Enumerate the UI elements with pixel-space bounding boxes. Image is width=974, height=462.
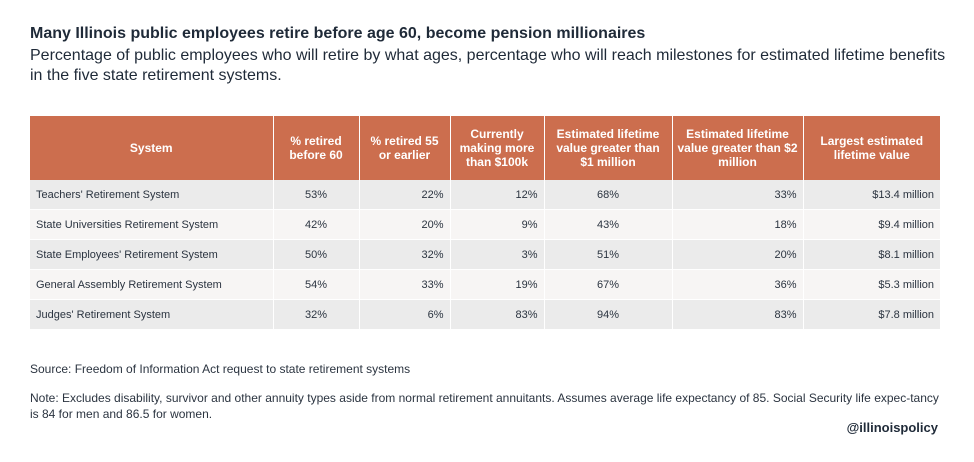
header-row: System % retired before 60 % retired 55 … bbox=[30, 116, 940, 180]
cell-value-over-1m: 94% bbox=[544, 299, 673, 330]
cell-retired-before-60: 32% bbox=[273, 299, 360, 330]
cell-largest-value: $9.4 million bbox=[803, 209, 940, 240]
cell-making-more-100k: 9% bbox=[450, 209, 545, 240]
header-value-over-1m: Estimated lifetime value greater than $1… bbox=[544, 116, 673, 180]
cell-largest-value: $5.3 million bbox=[803, 269, 940, 300]
cell-retired-before-60: 54% bbox=[273, 269, 360, 300]
footnote: Note: Excludes disability, survivor and … bbox=[30, 391, 939, 421]
table-row: General Assembly Retirement System 54% 3… bbox=[30, 269, 940, 300]
cell-largest-value: $13.4 million bbox=[803, 180, 940, 210]
cell-retired-55-or-earlier: 22% bbox=[359, 180, 451, 210]
cell-making-more-100k: 12% bbox=[450, 180, 545, 210]
cell-value-over-1m: 43% bbox=[544, 209, 673, 240]
source-note: Source: Freedom of Information Act reque… bbox=[30, 362, 411, 376]
chart-title: Many Illinois public employees retire be… bbox=[30, 25, 646, 42]
cell-value-over-1m: 67% bbox=[544, 269, 673, 300]
table-row: State Universities Retirement System 42%… bbox=[30, 209, 940, 240]
cell-largest-value: $8.1 million bbox=[803, 239, 940, 270]
table-row: Teachers' Retirement System 53% 22% 12% … bbox=[30, 180, 940, 210]
cell-largest-value: $7.8 million bbox=[803, 299, 940, 330]
table-row: Judges' Retirement System 32% 6% 83% 94%… bbox=[30, 299, 940, 330]
cell-value-over-1m: 68% bbox=[544, 180, 673, 210]
header-retired-55-or-earlier: % retired 55 or earlier bbox=[359, 116, 451, 180]
cell-retired-55-or-earlier: 6% bbox=[359, 299, 451, 330]
cell-system: Teachers' Retirement System bbox=[30, 180, 274, 210]
header-making-more-100k: Currently making more than $100k bbox=[450, 116, 545, 180]
cell-value-over-2m: 18% bbox=[672, 209, 804, 240]
cell-retired-before-60: 53% bbox=[273, 180, 360, 210]
cell-value-over-2m: 33% bbox=[672, 180, 804, 210]
header-largest-value: Largest estimated lifetime value bbox=[803, 116, 940, 180]
cell-making-more-100k: 3% bbox=[450, 239, 545, 270]
header-value-over-2m: Estimated lifetime value greater than $2… bbox=[672, 116, 804, 180]
table-row: State Employees' Retirement System 50% 3… bbox=[30, 239, 940, 270]
cell-making-more-100k: 19% bbox=[450, 269, 545, 300]
cell-value-over-2m: 20% bbox=[672, 239, 804, 270]
retirement-table: System % retired before 60 % retired 55 … bbox=[30, 116, 940, 330]
cell-system: Judges' Retirement System bbox=[30, 299, 274, 330]
header-retired-before-60: % retired before 60 bbox=[273, 116, 360, 180]
header-system: System bbox=[30, 116, 274, 180]
cell-retired-before-60: 42% bbox=[273, 209, 360, 240]
brand-handle: @illinoispolicy bbox=[846, 420, 938, 435]
cell-retired-55-or-earlier: 20% bbox=[359, 209, 451, 240]
cell-system: State Employees' Retirement System bbox=[30, 239, 274, 270]
cell-value-over-1m: 51% bbox=[544, 239, 673, 270]
chart-subtitle: Percentage of public employees who will … bbox=[30, 47, 946, 84]
cell-value-over-2m: 83% bbox=[672, 299, 804, 330]
cell-system: General Assembly Retirement System bbox=[30, 269, 274, 300]
cell-retired-before-60: 50% bbox=[273, 239, 360, 270]
cell-system: State Universities Retirement System bbox=[30, 209, 274, 240]
cell-value-over-2m: 36% bbox=[672, 269, 804, 300]
cell-making-more-100k: 83% bbox=[450, 299, 545, 330]
cell-retired-55-or-earlier: 33% bbox=[359, 269, 451, 300]
cell-retired-55-or-earlier: 32% bbox=[359, 239, 451, 270]
